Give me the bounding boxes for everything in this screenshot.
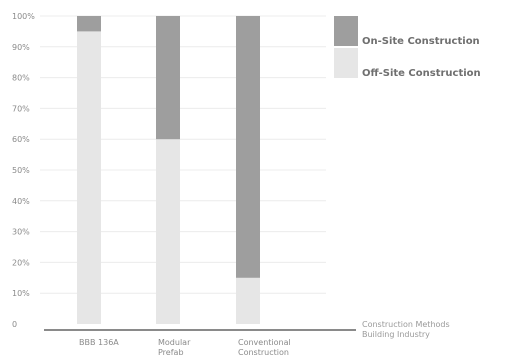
y-tick-label: 40%	[12, 197, 30, 206]
y-tick-label: 30%	[12, 228, 30, 237]
bars	[77, 16, 260, 325]
y-tick-label: 100%	[12, 12, 35, 21]
bar-segment	[236, 277, 260, 324]
category-labels: BBB 136A Modular Prefab Conventional Constru…	[79, 338, 291, 357]
x-axis-label: Construction Methods Building Industry	[362, 320, 450, 339]
y-tick-label: 0	[12, 320, 17, 329]
y-tick-label: 80%	[12, 74, 30, 83]
category-label: BBB 136A	[79, 338, 119, 347]
y-tick-label: 20%	[12, 258, 30, 267]
bar-segment	[77, 31, 101, 325]
y-tick-label: 70%	[12, 104, 30, 113]
y-axis-ticks: 0 10% 20% 30% 40% 50% 60% 70% 80% 90% 100%	[12, 12, 35, 329]
y-tick-label: 90%	[12, 43, 30, 52]
bar-segment	[156, 16, 180, 140]
y-tick-label: 60%	[12, 135, 30, 144]
y-tick-label: 50%	[12, 166, 30, 175]
legend-label: Off-Site Construction	[362, 68, 481, 79]
legend-label: On-Site Construction	[362, 36, 480, 47]
bar-segment	[77, 16, 101, 32]
bar-segment	[156, 139, 180, 324]
category-label: Modular Prefab	[158, 338, 191, 357]
bar-segment	[236, 16, 260, 278]
legend-swatch	[334, 16, 358, 46]
x-axis-title: Construction Methods Building Industry	[362, 320, 450, 339]
y-tick-label: 10%	[12, 289, 30, 298]
legend: On-Site Construction Off-Site Constructio…	[334, 16, 481, 79]
legend-swatch	[334, 48, 358, 78]
category-label: Conventional Construction	[238, 338, 291, 357]
